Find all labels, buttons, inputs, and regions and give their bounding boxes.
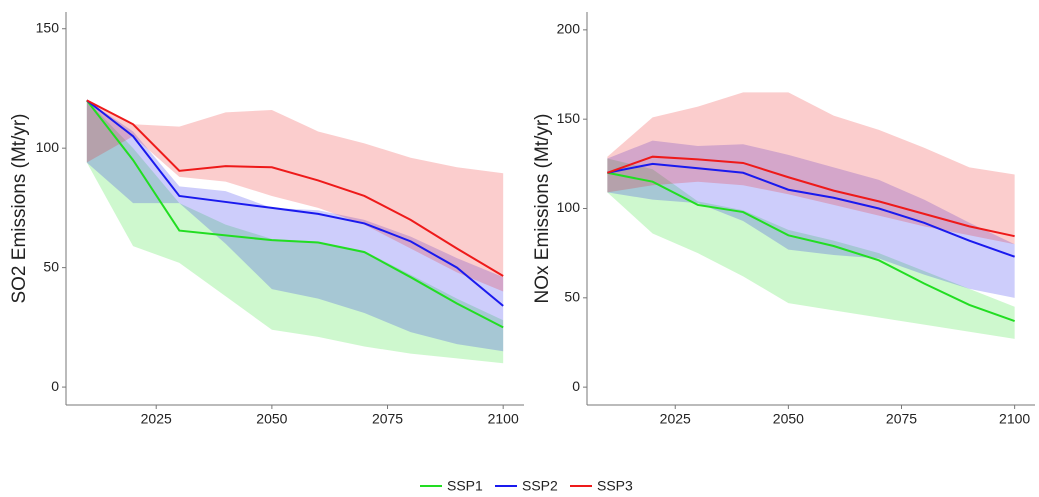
legend-label: SSP1 [447,478,483,494]
panel: 0 50 100 150 2025 2050 2075 2100 SO2 Emissions (… [9,12,524,427]
series-line [86,99,504,307]
panel: 0 50 100 150 200 2025 2050 2075 2100 NOx Emission… [532,12,1035,427]
x-tick-label: 2100 [488,411,519,427]
y-tick-label: 200 [557,21,581,37]
y-axis-title: NOx Emissions (Mt/yr) [532,114,553,304]
uncertainty-band [607,92,1015,245]
uncertainty-band [86,100,504,364]
y-axis-title: SO2 Emissions (Mt/yr) [9,113,30,303]
series-line [607,171,1015,322]
x-tick-label: 2025 [660,411,691,427]
y-tick-label: 100 [36,139,60,155]
legend-item: SSP3 [570,478,633,494]
y-tick-label: 50 [43,258,59,274]
legend-item: SSP1 [420,478,483,494]
legend-label: SSP2 [522,478,558,494]
y-tick-label: 150 [557,110,581,126]
x-tick-label: 2050 [256,411,287,427]
y-tick-label: 50 [564,289,580,305]
legend-item: SSP2 [495,478,558,494]
x-tick-label: 2025 [141,411,172,427]
uncertainty-band [607,140,1015,298]
series-line [607,155,1015,238]
y-tick-label: 0 [572,378,580,394]
y-tick-label: 0 [51,378,59,394]
y-tick-label: 100 [557,199,581,215]
uncertainty-band [86,100,504,292]
x-tick-label: 2075 [372,411,403,427]
uncertainty-band [607,158,1015,339]
series-line [86,99,504,277]
legend-label: SSP3 [597,478,633,494]
uncertainty-band [86,100,504,352]
x-tick-label: 2100 [999,411,1030,427]
x-tick-label: 2050 [773,411,804,427]
x-tick-label: 2075 [886,411,917,427]
series-line [607,162,1015,258]
series-line [86,99,504,329]
y-tick-label: 150 [36,19,60,35]
